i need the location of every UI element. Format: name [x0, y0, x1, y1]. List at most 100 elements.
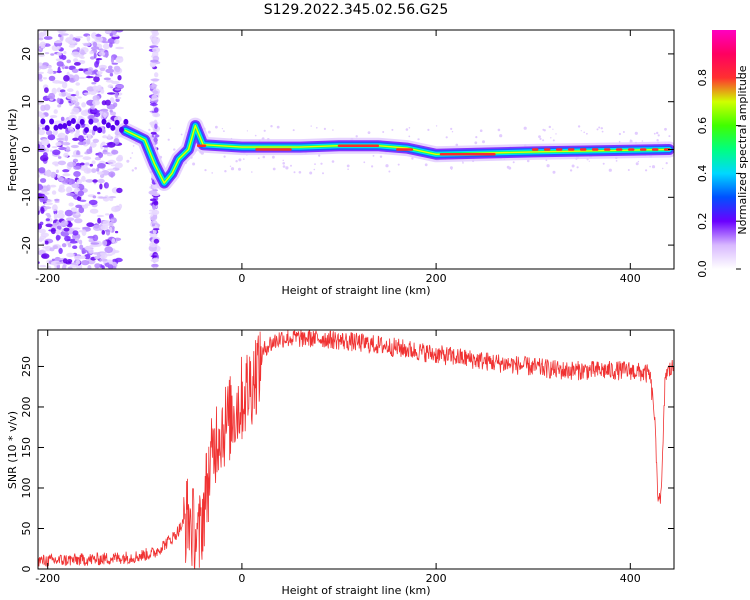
y-tick-label: -20 [20, 236, 33, 254]
noise-blob [78, 54, 84, 59]
noise-speck [243, 158, 245, 160]
noise-blob [78, 207, 85, 214]
noise-speck [645, 169, 648, 172]
noise-blob [114, 92, 119, 98]
noise-blob [53, 109, 58, 114]
noise-blob [60, 116, 65, 121]
x-tick-label: -200 [35, 572, 60, 585]
noise-blob [116, 187, 123, 194]
noise-blob [105, 213, 110, 216]
spectrogram-xlabel: Height of straight line (km) [281, 284, 430, 297]
noise-blob [105, 182, 109, 189]
noise-speck [411, 157, 414, 160]
noise-blob [46, 95, 53, 99]
signal-blob [44, 125, 50, 131]
noise-speck [609, 169, 612, 171]
noise-blob [112, 250, 120, 254]
noise-blob [61, 243, 67, 248]
noise-blob [111, 99, 115, 104]
noise-blob [39, 79, 43, 82]
noise-blob [152, 228, 160, 231]
noise-speck [664, 127, 667, 131]
noise-blob [52, 129, 58, 136]
noise-blob [39, 264, 47, 268]
noise-blob [72, 158, 79, 163]
noise-blob [115, 56, 124, 63]
noise-blob [70, 262, 79, 268]
noise-blob [83, 43, 91, 47]
noise-blob [62, 169, 70, 173]
noise-blob [118, 203, 123, 209]
noise-blob [150, 78, 160, 82]
noise-blob [92, 41, 98, 47]
noise-blob [104, 30, 112, 34]
noise-blob [48, 75, 56, 81]
noise-blob [41, 253, 50, 259]
noise-speck [627, 169, 630, 171]
noise-speck [235, 160, 238, 163]
noise-speck [318, 154, 321, 157]
noise-blob [42, 206, 52, 210]
noise-blob [99, 183, 103, 190]
noise-blob [50, 171, 57, 179]
noise-blob [81, 250, 85, 255]
noise-speck [126, 159, 130, 163]
noise-speck [332, 129, 334, 131]
noise-blob [114, 162, 123, 169]
noise-blob [84, 246, 94, 251]
noise-blob [75, 90, 80, 97]
noise-blob [96, 122, 101, 127]
noise-blob [114, 38, 120, 45]
noise-blob [107, 119, 113, 123]
noise-blob [57, 134, 62, 138]
noise-speck [482, 140, 485, 144]
noise-blob [154, 72, 159, 78]
noise-blob [66, 59, 71, 64]
noise-speck [292, 129, 295, 132]
snr-frame [37, 329, 675, 570]
noise-blob [40, 138, 50, 146]
noise-blob [58, 247, 63, 254]
noise-blob [47, 65, 52, 69]
noise-blob [38, 71, 44, 75]
noise-speck [372, 155, 375, 157]
noise-blob [102, 135, 108, 139]
y-tick-label: 0 [20, 566, 33, 573]
noise-blob [91, 110, 100, 113]
noise-blob [148, 212, 158, 215]
noise-blob [78, 135, 84, 142]
noise-blob [109, 33, 113, 37]
noise-blob [73, 74, 80, 82]
noise-blob [55, 142, 62, 147]
noise-blob [151, 134, 160, 138]
noise-speck [316, 127, 318, 129]
x-tick-label: 400 [620, 272, 641, 285]
noise-blob [58, 146, 67, 151]
noise-speck [270, 125, 273, 128]
noise-blob [50, 53, 55, 56]
noise-blob [104, 246, 113, 254]
noise-blob [111, 62, 119, 65]
noise-blob [64, 66, 69, 69]
noise-blob [94, 61, 99, 68]
noise-blob [80, 49, 85, 56]
noise-speck [552, 139, 555, 142]
noise-blob [81, 175, 86, 182]
noise-blob [86, 35, 91, 42]
noise-blob [51, 258, 55, 261]
noise-blob [89, 141, 97, 148]
noise-blob [44, 87, 49, 93]
noise-blob [152, 47, 161, 53]
signal-blob [101, 118, 107, 125]
noise-speck [192, 162, 195, 165]
noise-blob [60, 230, 70, 237]
noise-blob [63, 152, 69, 158]
noise-blob [66, 186, 73, 194]
noise-blob [64, 135, 69, 142]
noise-blob [95, 74, 103, 77]
noise-blob [49, 115, 58, 118]
noise-speck [408, 135, 411, 138]
noise-blob [44, 192, 50, 195]
noise-blob [78, 230, 83, 233]
